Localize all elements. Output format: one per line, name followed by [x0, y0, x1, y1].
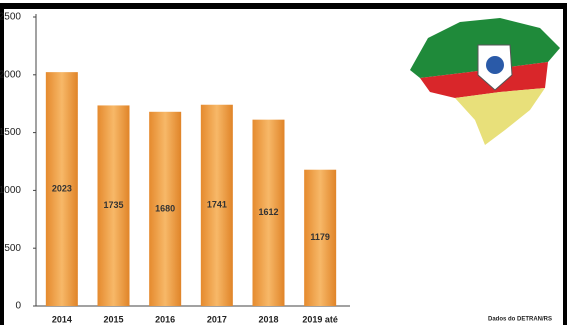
map-crest-center: [486, 56, 504, 74]
y-tick-label: 500: [4, 243, 21, 254]
bar: [304, 169, 337, 306]
x-tick-label: 2014: [52, 314, 72, 324]
x-tick-label: 2018: [258, 314, 278, 324]
state-map: [410, 18, 560, 145]
y-tick-label: 0: [15, 301, 21, 312]
bar: [252, 119, 285, 306]
y-tick-label: 1500: [0, 127, 21, 138]
y-tick-label: 2000: [0, 69, 21, 80]
value-label: 2023: [52, 183, 72, 193]
value-label: 1179: [310, 232, 330, 242]
map-yellow: [455, 88, 545, 145]
bar: [45, 72, 78, 306]
x-tick-label: 2016: [155, 314, 175, 324]
bar: [200, 104, 233, 306]
x-tick-label: 2017: [207, 314, 227, 324]
bar: [97, 105, 130, 307]
value-label: 1680: [155, 203, 175, 213]
y-tick-label: 2500: [0, 12, 21, 23]
source-note: Dados do DETRAN/RS: [488, 317, 552, 323]
y-tick-label: 1000: [0, 185, 21, 196]
bar: [149, 111, 182, 307]
x-tick-label: 2019 até: [302, 314, 338, 324]
value-label: 1741: [207, 200, 227, 210]
value-label: 1735: [103, 200, 123, 210]
x-tick-label: 2015: [103, 314, 123, 324]
value-label: 1612: [258, 207, 278, 217]
